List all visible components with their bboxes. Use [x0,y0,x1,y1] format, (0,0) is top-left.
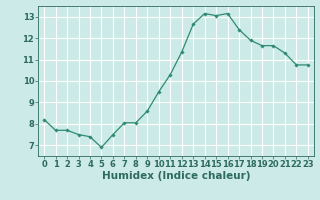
X-axis label: Humidex (Indice chaleur): Humidex (Indice chaleur) [102,171,250,181]
